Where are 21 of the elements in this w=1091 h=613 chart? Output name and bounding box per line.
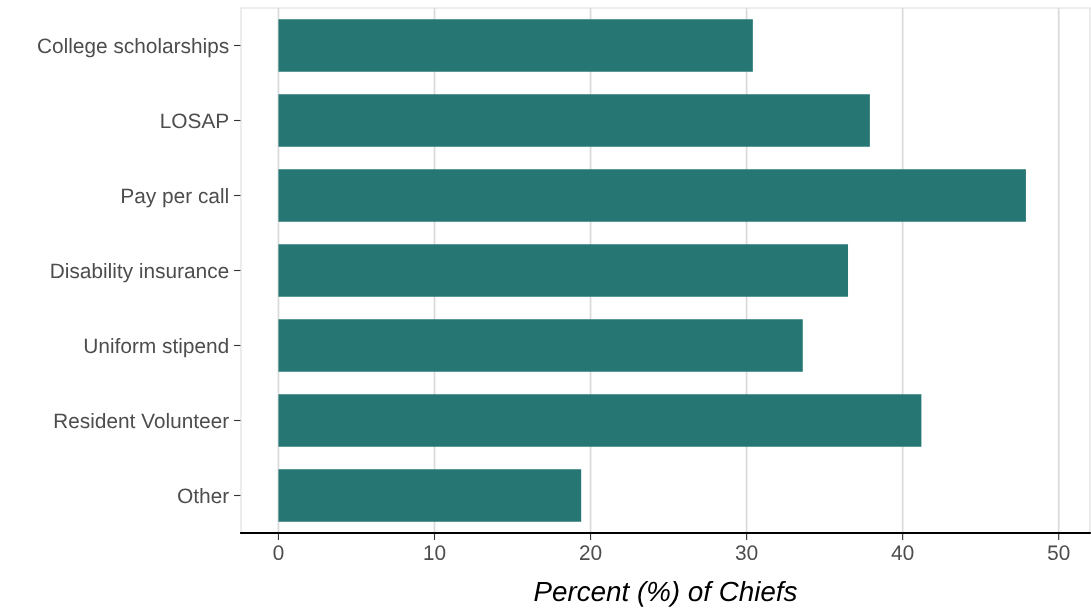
x-tick-label: 10	[424, 545, 446, 561]
x-tick-label: 40	[891, 545, 914, 561]
bar	[278, 94, 870, 147]
y-tick-label: Pay per call	[122, 187, 228, 208]
bar	[278, 244, 849, 297]
y-tick-label: Resident Volunteer	[54, 412, 229, 429]
x-tick-label: 0	[273, 545, 284, 561]
x-axis-title: Percent (%) of Chiefs	[534, 580, 797, 607]
bar	[278, 19, 753, 72]
bar	[278, 394, 922, 447]
y-tick-label: Disability insurance	[51, 262, 229, 283]
x-tick-label: 30	[735, 545, 758, 561]
bar	[278, 169, 1026, 222]
y-tick-label: Other	[178, 487, 229, 504]
y-tick-label: College scholarships	[38, 37, 229, 58]
y-tick-label: Uniform stipend	[84, 337, 228, 358]
x-tick-label: 50	[1047, 545, 1070, 561]
bar	[278, 469, 582, 522]
bar	[278, 319, 803, 372]
y-tick-label: LOSAP	[161, 113, 229, 129]
x-tick-label: 20	[580, 545, 602, 561]
